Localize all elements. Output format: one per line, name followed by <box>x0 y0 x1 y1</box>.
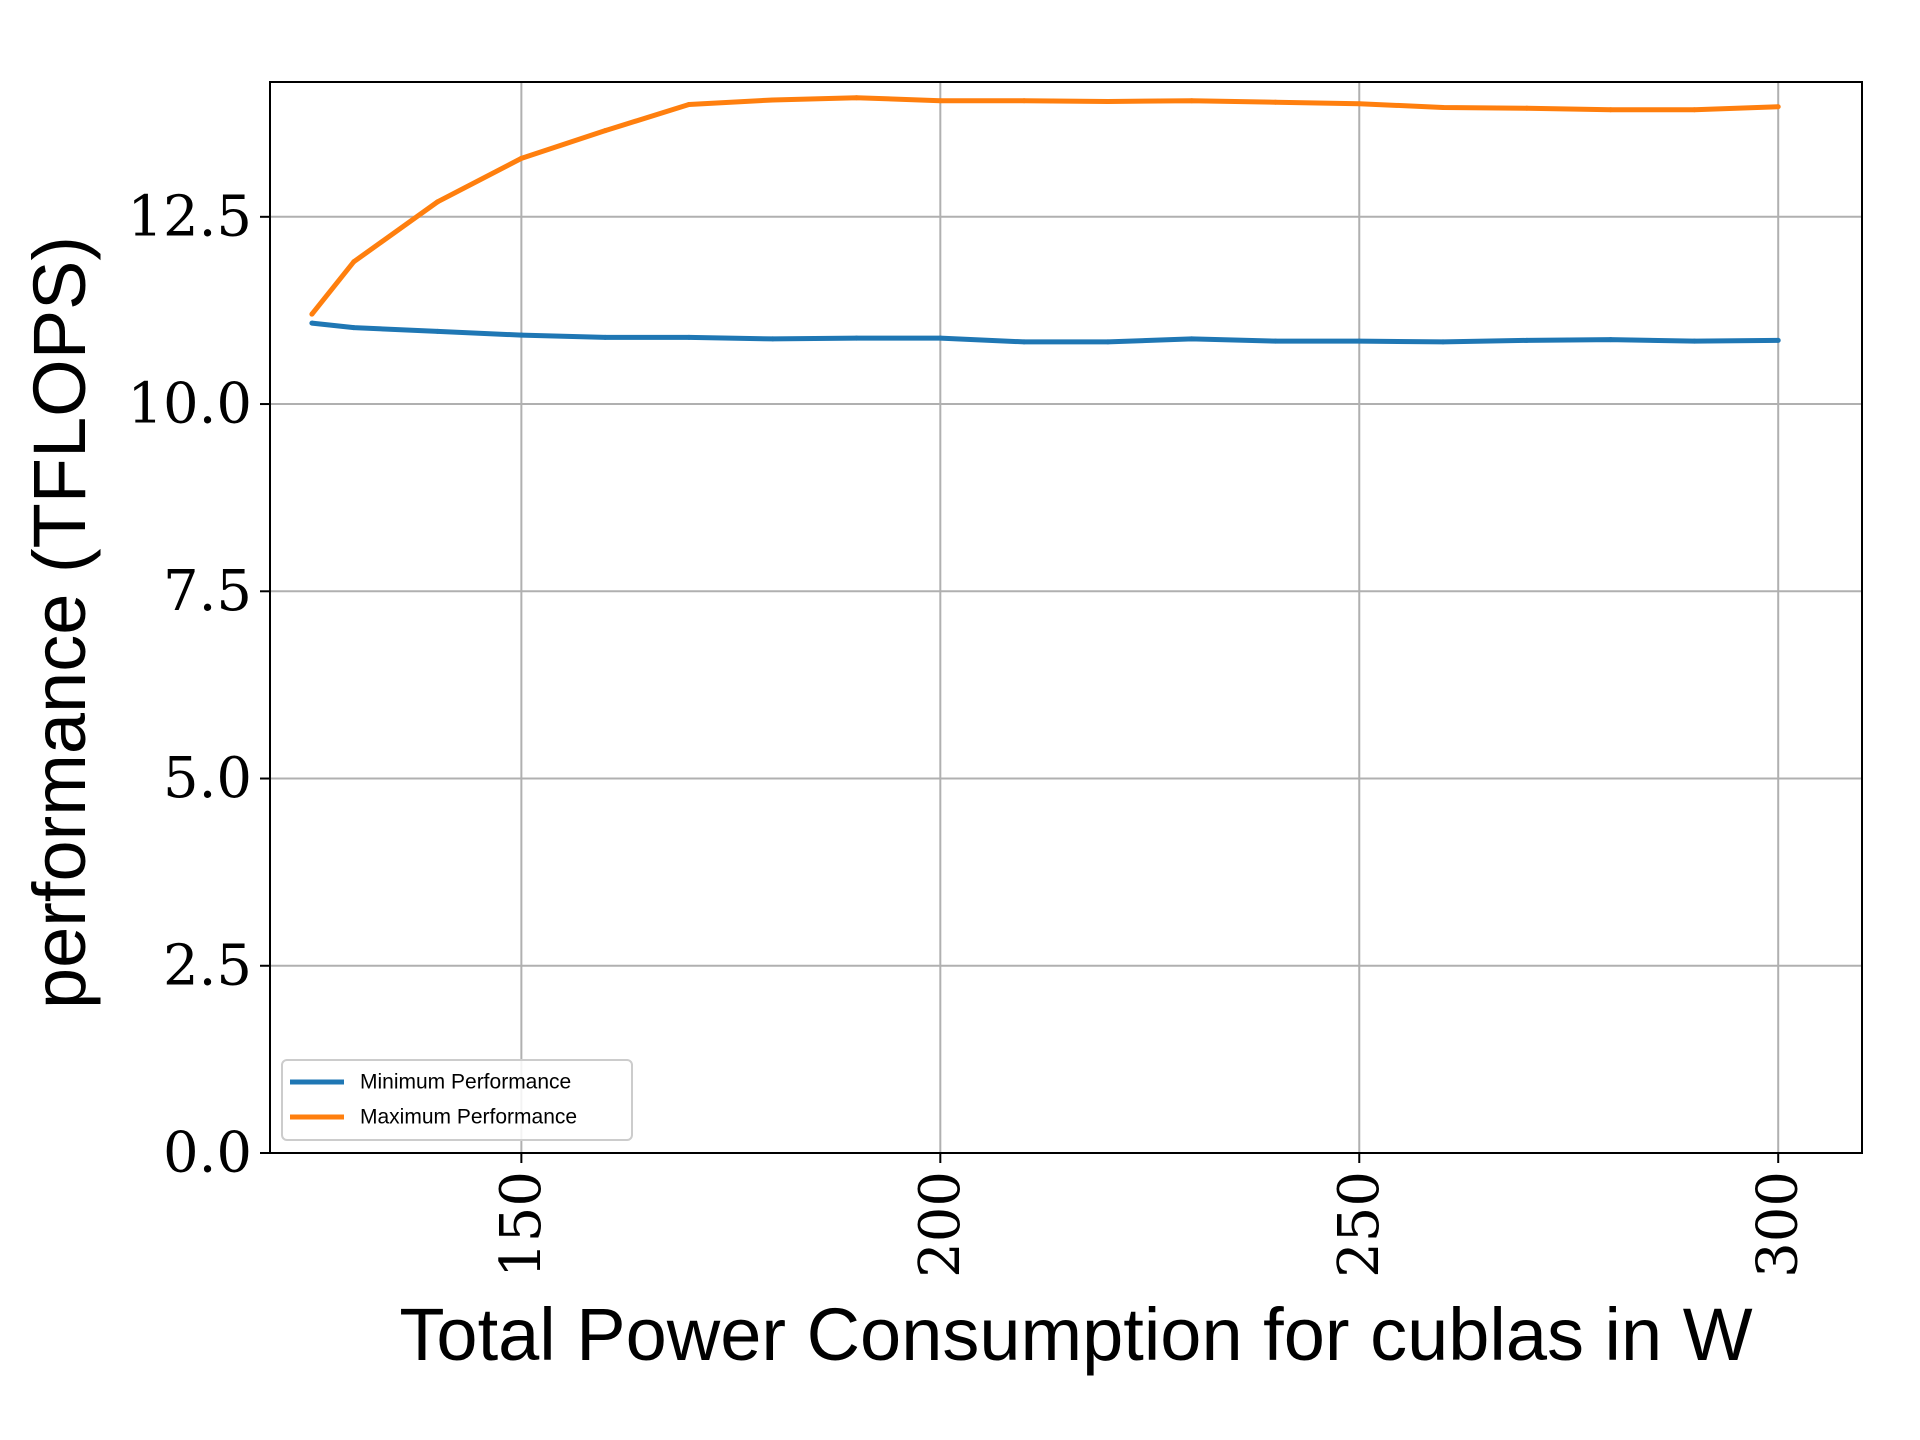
data-point <box>602 128 608 134</box>
x-tick-label: 250 <box>1327 1171 1392 1278</box>
data-point <box>1189 98 1195 104</box>
x-axis-title: Total Power Consumption for cublas in W <box>399 1293 1752 1376</box>
data-point <box>1608 107 1614 113</box>
data-point <box>1356 338 1362 344</box>
data-point <box>1272 338 1278 344</box>
x-tick-label: 200 <box>908 1171 973 1278</box>
data-point <box>1356 101 1362 107</box>
data-point <box>937 98 943 104</box>
data-point <box>1272 99 1278 105</box>
data-point <box>351 259 357 265</box>
y-tick-label: 10.0 <box>127 372 252 437</box>
data-point <box>854 335 860 341</box>
grid <box>270 82 1862 1154</box>
data-point <box>686 334 692 340</box>
data-point <box>1524 105 1530 111</box>
data-point <box>518 332 524 338</box>
legend: Minimum Performance Maximum Performance <box>281 1059 633 1141</box>
data-point <box>1775 104 1781 110</box>
data-point <box>854 95 860 101</box>
data-point <box>1524 337 1530 343</box>
data-point <box>1691 338 1697 344</box>
data-point <box>518 155 524 161</box>
y-tick-label: 12.5 <box>127 184 252 249</box>
y-axis-title: performance (TFLOPS) <box>18 236 101 1009</box>
data-point <box>309 311 315 317</box>
legend-box <box>281 1059 633 1141</box>
data-point <box>1440 339 1446 345</box>
data-point <box>435 199 441 205</box>
data-point <box>1440 104 1446 110</box>
y-tick-label: 5.0 <box>163 746 252 811</box>
legend-label: Minimum Performance <box>360 1071 571 1094</box>
data-point <box>435 328 441 334</box>
y-tick-label: 0.0 <box>163 1121 252 1186</box>
data-point <box>1105 339 1111 345</box>
data-point <box>1189 336 1195 342</box>
x-tick-label: 150 <box>489 1171 554 1278</box>
plot-frame <box>269 81 1863 1154</box>
x-tick-label: 300 <box>1746 1171 1811 1278</box>
data-point <box>309 320 315 326</box>
data-point <box>686 101 692 107</box>
data-point <box>602 334 608 340</box>
data-point <box>1775 337 1781 343</box>
data-point <box>937 335 943 341</box>
data-point <box>1608 337 1614 343</box>
data-point <box>770 97 776 103</box>
data-point <box>351 325 357 331</box>
data-point <box>770 336 776 342</box>
y-tick-label: 2.5 <box>163 933 252 998</box>
data-point <box>1021 98 1027 104</box>
data-point <box>1105 98 1111 104</box>
axis-ticks: 150 200 250 300 0.0 2.5 5.0 7.5 10.0 12.5 <box>127 184 1810 1278</box>
data-point <box>1021 339 1027 345</box>
data-point <box>1691 107 1697 113</box>
legend-label: Maximum Performance <box>360 1106 577 1129</box>
series-lines <box>309 95 1781 345</box>
y-tick-label: 7.5 <box>163 559 252 624</box>
